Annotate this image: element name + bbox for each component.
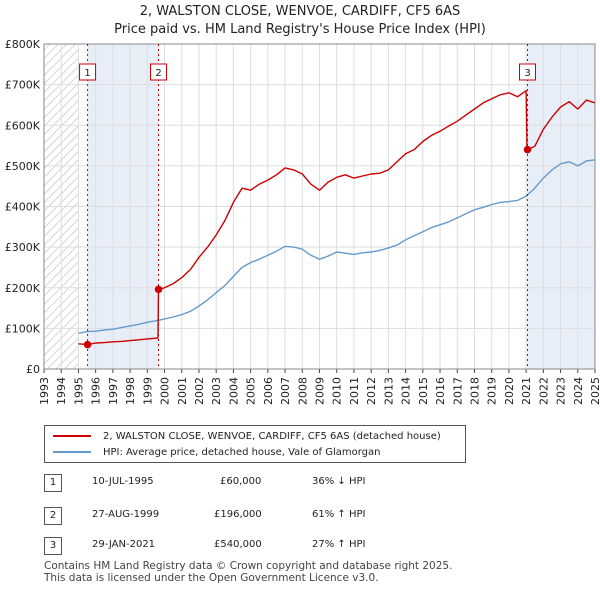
x-tick-label: 2005 bbox=[245, 377, 258, 405]
x-tick-label: 1994 bbox=[55, 377, 68, 405]
y-tick-label: £100K bbox=[5, 322, 41, 335]
chart-title: 2, WALSTON CLOSE, WENVOE, CARDIFF, CF5 6… bbox=[139, 4, 461, 19]
y-tick-label: £0 bbox=[26, 363, 40, 376]
x-tick-label: 2003 bbox=[210, 377, 223, 405]
transaction-price: £196,000 bbox=[214, 509, 262, 520]
x-tick-label: 2012 bbox=[365, 377, 378, 405]
transaction-hpi-change: 27% ↑ HPI bbox=[312, 539, 366, 550]
legend-item-hpi: HPI: Average price, detached house, Vale… bbox=[53, 445, 381, 459]
x-tick-label: 1999 bbox=[141, 377, 154, 405]
transaction-price: £60,000 bbox=[220, 476, 262, 487]
x-tick-label: 2016 bbox=[434, 377, 447, 405]
legend-item-property: 2, WALSTON CLOSE, WENVOE, CARDIFF, CF5 6… bbox=[53, 429, 441, 443]
x-tick-label: 2019 bbox=[486, 377, 499, 405]
x-tick-label: 2011 bbox=[348, 377, 361, 405]
transaction-date: 27-AUG-1999 bbox=[92, 509, 160, 520]
x-tick-label: 2025 bbox=[589, 377, 600, 405]
transaction-label-box bbox=[79, 63, 97, 81]
legend-label-property: 2, WALSTON CLOSE, WENVOE, CARDIFF, CF5 6… bbox=[103, 430, 441, 442]
y-tick-label: £400K bbox=[5, 201, 41, 214]
legend-label-hpi: HPI: Average price, detached house, Vale… bbox=[103, 446, 381, 458]
y-tick-label: £700K bbox=[5, 79, 41, 92]
legend: 2, WALSTON CLOSE, WENVOE, CARDIFF, CF5 6… bbox=[44, 425, 466, 463]
transaction-point bbox=[523, 145, 532, 154]
chart-subtitle: Price paid vs. HM Land Registry's House … bbox=[114, 22, 486, 37]
hpi-series-line bbox=[78, 159, 596, 334]
y-tick-label: £600K bbox=[5, 119, 41, 132]
footer-copyright: Contains HM Land Registry data © Crown c… bbox=[44, 560, 453, 572]
x-tick-label: 2022 bbox=[537, 377, 550, 405]
footer-licence: This data is licensed under the Open Gov… bbox=[44, 572, 379, 584]
transaction-hpi-change: 36% ↓ HPI bbox=[312, 476, 366, 487]
x-tick-label: 2018 bbox=[468, 377, 481, 405]
x-tick-label: 2017 bbox=[451, 377, 464, 405]
x-tick-label: 1998 bbox=[124, 377, 137, 405]
attribution-footer: Contains HM Land Registry data © Crown c… bbox=[44, 560, 452, 584]
transaction-label: 3 bbox=[524, 68, 530, 79]
x-tick-label: 2023 bbox=[555, 377, 568, 405]
x-tick-label: 2004 bbox=[227, 377, 240, 405]
y-tick-label: £300K bbox=[5, 241, 41, 254]
transaction-label-box bbox=[150, 63, 168, 81]
x-tick-label: 2002 bbox=[193, 377, 206, 405]
x-tick-label: 1996 bbox=[90, 377, 103, 405]
x-tick-label: 2013 bbox=[382, 377, 395, 405]
x-tick-label: 2010 bbox=[331, 377, 344, 405]
legend-swatch-property bbox=[53, 435, 91, 437]
x-tick-label: 2001 bbox=[176, 377, 189, 405]
transaction-point bbox=[83, 340, 92, 349]
x-tick-label: 1995 bbox=[72, 377, 85, 405]
transaction-label-box bbox=[519, 63, 537, 81]
x-tick-label: 2006 bbox=[262, 377, 275, 405]
transaction-date: 29-JAN-2021 bbox=[92, 539, 156, 550]
transaction-label: 1 bbox=[84, 68, 90, 79]
x-tick-label: 2015 bbox=[417, 377, 430, 405]
x-tick-label: 2000 bbox=[159, 377, 172, 405]
transaction-hpi-change: 61% ↑ HPI bbox=[312, 509, 366, 520]
transaction-label: 2 bbox=[155, 68, 161, 79]
transaction-marker-box: 2 bbox=[44, 507, 62, 525]
transaction-price: £540,000 bbox=[214, 539, 262, 550]
y-tick-label: £800K bbox=[5, 38, 41, 51]
x-tick-label: 2007 bbox=[279, 377, 292, 405]
legend-swatch-hpi bbox=[53, 451, 91, 453]
x-tick-label: 1997 bbox=[107, 377, 120, 405]
x-tick-label: 2008 bbox=[296, 377, 309, 405]
x-tick-label: 2024 bbox=[572, 377, 585, 405]
transaction-date: 10-JUL-1995 bbox=[92, 476, 154, 487]
x-tick-label: 2020 bbox=[503, 377, 516, 405]
transaction-point bbox=[154, 285, 163, 294]
x-tick-label: 2021 bbox=[520, 377, 533, 405]
x-tick-label: 2009 bbox=[314, 377, 327, 405]
transaction-marker-box: 1 bbox=[44, 474, 62, 492]
plot-frame bbox=[43, 43, 596, 370]
transaction-marker-box: 3 bbox=[44, 537, 62, 555]
x-tick-label: 2014 bbox=[400, 377, 413, 405]
y-tick-label: £200K bbox=[5, 282, 41, 295]
x-tick-label: 1993 bbox=[38, 377, 51, 405]
y-tick-label: £500K bbox=[5, 160, 41, 173]
chart-area: £0 £100K £200K £300K £400K £500K £600K £700K £80… bbox=[5, 38, 600, 405]
